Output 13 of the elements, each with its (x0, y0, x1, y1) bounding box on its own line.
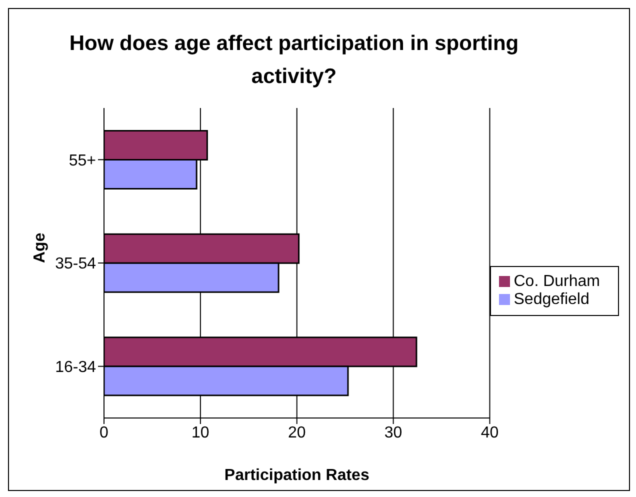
x-tick-label: 40 (480, 424, 499, 442)
x-tick-label: 30 (384, 424, 402, 442)
y-axis-title: Age (32, 232, 49, 263)
x-tick-label: 0 (100, 424, 109, 442)
legend-label: Co. Durham (514, 272, 600, 290)
x-tick-label: 20 (288, 424, 306, 442)
x-axis-title: Participation Rates (224, 467, 370, 484)
y-tick-label: 55+ (68, 152, 96, 170)
x-tick-label: 10 (192, 424, 210, 442)
y-tick-label: 35-54 (55, 256, 96, 273)
legend-label: Sedgefield (514, 290, 590, 308)
y-tick-label: 16-34 (55, 359, 96, 376)
chart-title: How does age affect participation in sporting activity? (68, 31, 520, 90)
